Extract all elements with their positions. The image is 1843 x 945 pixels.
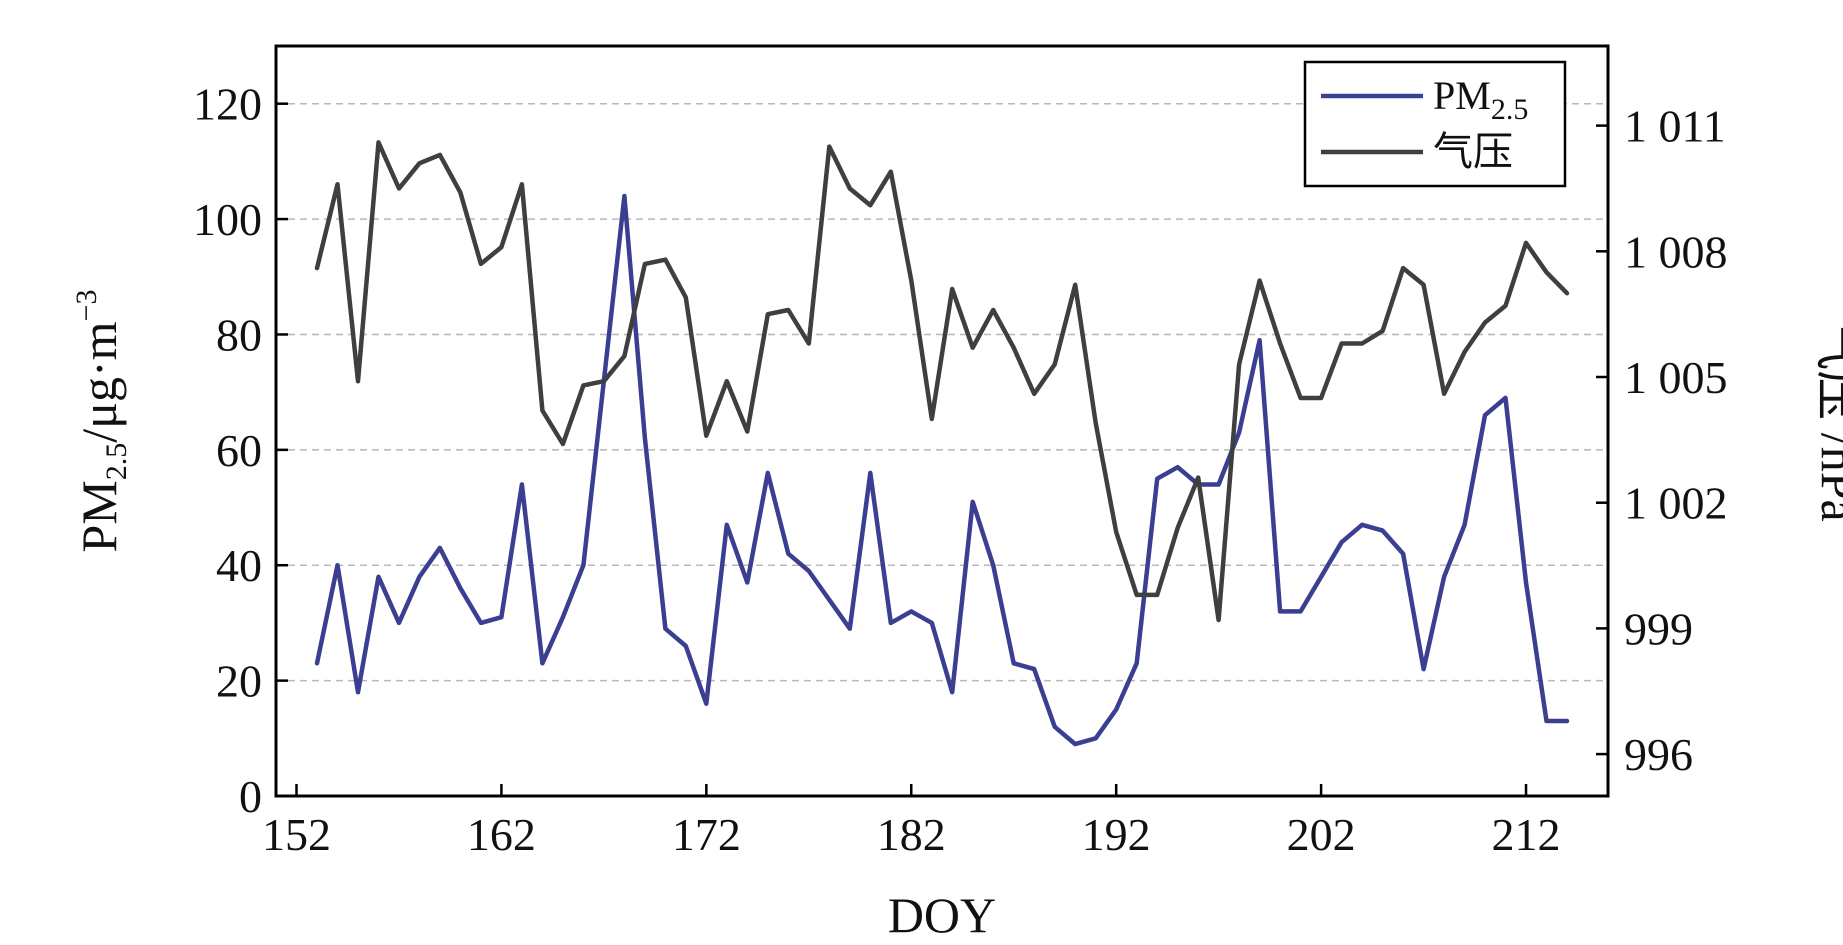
y-axis-left-title-base: PM: [71, 480, 127, 552]
x-tick-label: 192: [1082, 809, 1151, 860]
y-axis-left-title-superscript: −3: [70, 290, 103, 322]
plot-area-frame: [274, 44, 1610, 798]
y-right-tick-label: 1 011: [1624, 101, 1726, 152]
y-right-tick-label: 999: [1624, 603, 1693, 654]
y-left-tick-label: 80: [216, 309, 262, 360]
y-left-tick-label: 40: [216, 540, 262, 591]
legend: PM2.5 气压: [1303, 60, 1567, 188]
legend-label-pm25: PM2.5: [1433, 73, 1528, 126]
x-tick-label: 182: [877, 809, 946, 860]
y-right-tick-label: 1 005: [1624, 352, 1728, 403]
x-tick-label: 212: [1492, 809, 1561, 860]
y-left-tick-label: 120: [193, 79, 262, 130]
y-left-tick-label: 20: [216, 656, 262, 707]
series-layer: [314, 140, 1570, 747]
legend-label-pm25-base: PM: [1433, 73, 1491, 118]
y-axis-left-title-unit: /μg·m: [71, 321, 127, 442]
legend-box: [1303, 60, 1567, 188]
series-line-pm25: [314, 193, 1570, 747]
series-line-pressure: [314, 140, 1570, 623]
legend-label-pressure: 气压: [1433, 129, 1513, 174]
y-right-tick-label: 1 008: [1624, 226, 1728, 277]
y-left-tick-label: 0: [239, 771, 262, 822]
y-axis-right-title: 气压 /hPa: [1811, 320, 1843, 521]
y-axis-left-title-subscript: 2.5: [100, 443, 133, 481]
y-axis-left-title: PM2.5/μg·m−3: [70, 290, 133, 553]
x-tick-label: 172: [672, 809, 741, 860]
y-left-tick-label: 100: [193, 194, 262, 245]
y-right-tick-label: 996: [1624, 729, 1693, 780]
x-tick-label: 152: [262, 809, 331, 860]
y-axis-left: 0 20 40 60 80 100 120: [193, 79, 288, 822]
x-tick-label: 162: [467, 809, 536, 860]
grid-lines: [276, 102, 1608, 682]
x-axis: 152 162 172 182 192 202 212: [262, 784, 1561, 860]
x-tick-label: 202: [1287, 809, 1356, 860]
legend-label-pm25-subscript: 2.5: [1491, 93, 1529, 126]
x-axis-title: DOY: [888, 887, 996, 943]
y-axis-right: 996 999 1 002 1 005 1 008 1 011: [1596, 101, 1728, 780]
y-right-tick-label: 1 002: [1624, 478, 1728, 529]
y-left-tick-label: 60: [216, 425, 262, 476]
